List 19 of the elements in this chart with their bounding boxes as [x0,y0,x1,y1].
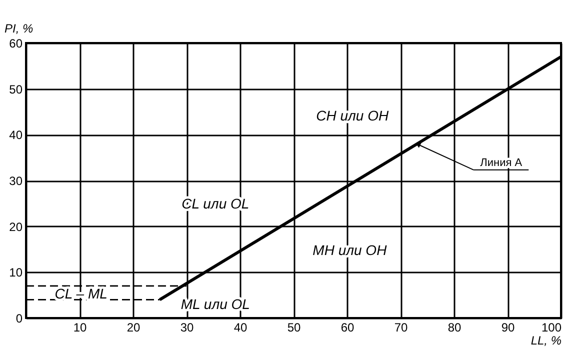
y-tick-label: 50 [9,82,23,96]
x-tick-label: 40 [234,320,248,334]
y-axis-title: PI, % [4,22,34,36]
y-tick-label: 0 [16,312,23,326]
y-tick-label: 60 [9,36,23,50]
x-tick-label: 20 [126,320,140,334]
y-tick-label: 20 [9,220,23,234]
x-tick-label: 60 [340,320,354,334]
x-tick-label: 30 [180,320,194,334]
y-tick-label: 30 [9,174,23,188]
y-tick-label: 40 [9,128,23,142]
x-tick-label: 50 [287,320,301,334]
x-tick-label: 70 [394,320,408,334]
x-tick-label: 100 [541,320,562,334]
y-tick-label: 10 [9,266,23,280]
x-tick-label: 80 [448,320,462,334]
x-tick-label: 90 [501,320,515,334]
x-tick-label: 10 [73,320,87,334]
x-axis-title: LL, % [530,334,562,348]
